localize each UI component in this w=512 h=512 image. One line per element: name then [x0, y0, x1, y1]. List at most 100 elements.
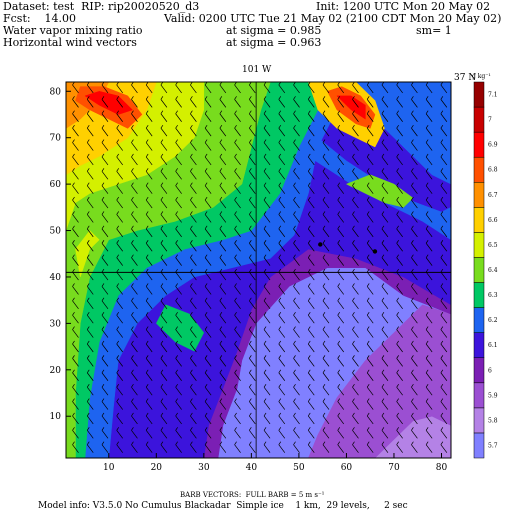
wind-barb-522	[366, 412, 374, 425]
wind-barb-264	[219, 383, 227, 396]
wind-barb-670	[440, 153, 448, 166]
wind-barb-279	[219, 168, 227, 180]
wind-barb-238	[204, 383, 212, 396]
colorbar-label-11: 6.8	[488, 167, 498, 174]
init-time-label: Init: 1200 UTC Mon 20 May 02	[316, 0, 491, 13]
field2-level: at sigma = 0.963	[226, 36, 322, 49]
wind-barb-151	[145, 139, 153, 151]
wind-barb-587	[396, 225, 403, 238]
wind-barb-412	[293, 124, 300, 137]
colorbar-swatch-11	[473, 156, 485, 183]
wind-barb-637	[425, 254, 433, 266]
wind-barb-628	[425, 383, 433, 396]
wind-barb-478	[337, 297, 345, 310]
wind-barb-414	[293, 96, 300, 108]
wind-barb-401	[293, 283, 300, 295]
wind-barb-118	[131, 240, 138, 252]
wind-barb-192	[175, 297, 182, 310]
wind-barb-62	[101, 297, 109, 310]
wind-barb-622	[411, 96, 418, 108]
wind-barb-83	[116, 369, 123, 381]
contour-region-14	[336, 95, 366, 120]
wind-barb-319	[249, 340, 256, 353]
wind-barb-176	[160, 153, 168, 166]
wind-barb-369	[278, 369, 286, 381]
wind-barb-366	[278, 412, 286, 425]
wind-barb-580	[396, 326, 403, 338]
contour-region-1	[308, 304, 451, 458]
y-tick-label-40: 40	[50, 273, 62, 283]
wind-barb-432	[307, 211, 315, 223]
wind-barb-575	[396, 398, 403, 410]
wind-barb-12	[72, 268, 79, 281]
wind-barb-50	[86, 96, 94, 108]
wind-barb-147	[145, 196, 153, 209]
wind-barb-430	[307, 240, 315, 252]
wind-barb-347	[263, 312, 271, 324]
wind-barb-211	[190, 398, 197, 410]
wind-barb-520	[366, 441, 374, 453]
wind-barb-49	[86, 110, 94, 122]
wind-barb-292	[234, 355, 241, 367]
wind-barb-71	[101, 168, 109, 180]
wind-barb-569	[381, 110, 389, 122]
wind-barb-248	[204, 240, 212, 252]
wind-barb-11	[72, 283, 79, 295]
wind-barb-413	[293, 110, 300, 122]
wind-barb-328	[249, 211, 256, 223]
wind-barb-576	[396, 383, 403, 396]
wind-barb-659	[440, 312, 448, 324]
wind-barb-457	[322, 225, 330, 238]
wind-barb-156	[160, 441, 168, 453]
wind-barb-16	[72, 211, 79, 223]
wind-barb-388	[278, 96, 286, 108]
wind-barb-448	[322, 355, 330, 367]
wind-barb-219	[190, 283, 197, 295]
wind-barb-610	[411, 268, 418, 281]
wind-barb-96	[116, 182, 123, 194]
wind-barb-20	[72, 153, 79, 166]
wind-barb-61	[101, 312, 109, 324]
wind-barb-22	[72, 124, 79, 137]
wind-barb-150	[145, 153, 153, 166]
wind-barb-209	[190, 427, 197, 439]
wind-barb-187	[175, 369, 182, 381]
colorbar-label-9: 6.6	[488, 217, 498, 224]
wind-barb-345	[263, 340, 271, 353]
wind-barb-645	[425, 139, 433, 151]
wind-barb-598	[411, 441, 418, 453]
contour-region-11	[84, 91, 133, 115]
wind-barb-89	[116, 283, 123, 295]
wind-barb-629	[425, 369, 433, 381]
y-tick-label-30: 30	[50, 319, 62, 329]
wind-barb-82	[116, 383, 123, 396]
wind-barb-428	[307, 268, 315, 281]
wind-barb-87	[116, 312, 123, 324]
wind-barb-107	[131, 398, 138, 410]
wind-barb-585	[396, 254, 403, 266]
wind-barb-179	[160, 110, 168, 122]
wind-barb-524	[366, 383, 374, 396]
wind-barb-356	[263, 182, 271, 194]
wind-barb-189	[175, 340, 182, 353]
wind-barb-205	[175, 110, 182, 122]
wind-barb-237	[204, 398, 212, 410]
wind-barb-26	[86, 441, 94, 453]
colorbar-label-0: 5.7	[488, 442, 498, 449]
wind-barb-402	[293, 268, 300, 281]
wind-barb-541	[366, 139, 374, 151]
forecast-hour-label: Fcst: 14.00	[3, 12, 77, 25]
wind-barb-125	[131, 139, 138, 151]
colorbar-swatch-14	[473, 81, 485, 108]
wind-barb-451	[322, 312, 330, 324]
wind-barb-140	[145, 297, 153, 310]
wind-barb-564	[381, 182, 389, 194]
wind-barb-671	[440, 139, 448, 151]
wind-barb-378	[278, 240, 286, 252]
wind-barb-527	[366, 340, 374, 353]
wind-barb-30	[86, 383, 94, 396]
wind-barb-648	[425, 96, 433, 108]
wind-barb-446	[322, 383, 330, 396]
wind-barb-288	[234, 412, 241, 425]
